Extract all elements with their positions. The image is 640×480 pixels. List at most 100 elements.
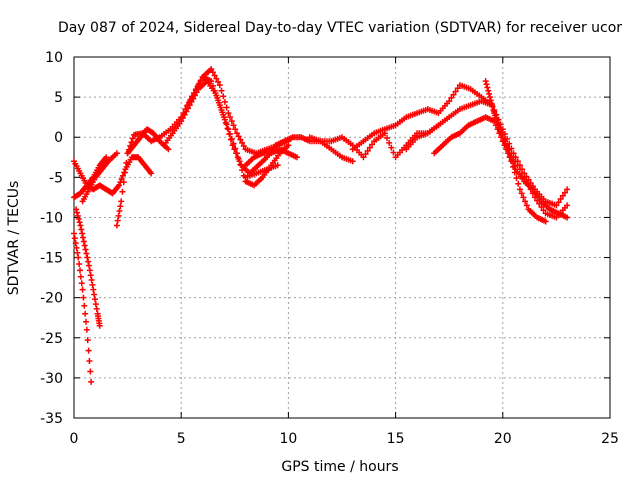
data-point — [225, 126, 232, 133]
data-point — [184, 102, 191, 109]
data-point — [194, 83, 201, 90]
data-point — [501, 137, 508, 144]
data-point — [486, 90, 493, 97]
data-point — [93, 305, 100, 312]
data-point — [484, 84, 491, 91]
data-point — [117, 203, 124, 210]
x-axis-label: GPS time / hours — [281, 459, 398, 475]
data-point — [185, 99, 192, 106]
series-track-n — [349, 82, 571, 209]
data-point — [223, 121, 230, 128]
data-point — [227, 114, 234, 121]
y-tick-label: 10 — [45, 50, 63, 66]
data-marks — [71, 66, 571, 385]
data-point — [90, 286, 97, 293]
data-point — [81, 302, 88, 309]
data-point — [79, 230, 86, 237]
data-point — [520, 194, 527, 201]
data-point — [83, 318, 90, 325]
data-point — [488, 100, 495, 107]
data-point — [228, 135, 235, 142]
data-point — [114, 217, 121, 224]
data-point — [77, 222, 84, 229]
y-tick-label: -35 — [40, 411, 63, 427]
series-track-k — [242, 162, 281, 181]
x-tick-label: 0 — [70, 431, 79, 447]
data-point — [515, 180, 522, 187]
data-point — [483, 81, 490, 88]
data-point — [80, 234, 87, 241]
data-point — [216, 82, 223, 89]
data-point — [71, 235, 78, 242]
x-tick-label: 25 — [601, 431, 619, 447]
data-point — [489, 103, 496, 110]
data-point — [553, 202, 560, 209]
data-point — [510, 159, 517, 166]
data-point — [274, 162, 281, 169]
data-point — [87, 272, 94, 279]
data-point — [77, 267, 84, 274]
data-point — [119, 172, 126, 179]
data-point — [369, 141, 376, 148]
data-point — [564, 186, 571, 193]
data-point — [384, 135, 391, 142]
data-point — [349, 158, 356, 165]
series-track-c — [73, 206, 103, 329]
data-point — [215, 97, 222, 104]
data-point — [360, 154, 367, 161]
data-point — [564, 202, 571, 209]
data-point — [221, 116, 228, 123]
data-point — [81, 242, 88, 249]
data-point — [148, 170, 155, 177]
data-point — [85, 258, 92, 265]
data-point — [227, 131, 234, 138]
series-track-a — [71, 154, 155, 197]
data-point — [213, 75, 220, 82]
data-point — [293, 154, 300, 161]
data-point — [486, 94, 493, 101]
data-point — [542, 218, 549, 225]
data-point — [364, 147, 371, 154]
data-point — [86, 358, 93, 365]
y-tick-label: -5 — [49, 170, 63, 186]
axis-ticks: 0 5 10 15 20 25 10 5 0 -5 -10 -15 -20 -25 -30 -35 — [40, 50, 619, 447]
data-point — [448, 94, 455, 101]
data-point — [240, 143, 247, 150]
data-point — [211, 72, 218, 79]
data-point — [113, 150, 120, 157]
data-point — [113, 222, 120, 229]
data-point — [73, 206, 80, 213]
data-point — [235, 155, 242, 162]
data-point — [75, 254, 82, 261]
data-point — [115, 212, 122, 219]
data-point — [227, 136, 234, 143]
data-point — [502, 140, 509, 147]
data-point — [485, 87, 492, 94]
data-point — [116, 182, 123, 189]
data-point — [559, 192, 566, 199]
data-point — [71, 230, 77, 237]
data-point — [511, 163, 518, 170]
data-point — [122, 169, 129, 176]
data-point — [197, 77, 204, 84]
data-point — [499, 134, 506, 141]
y-tick-label: -20 — [40, 291, 63, 307]
data-point — [538, 204, 545, 211]
data-point — [522, 198, 529, 205]
data-point — [187, 96, 194, 103]
data-point — [74, 249, 81, 256]
data-point — [120, 179, 127, 186]
data-point — [506, 150, 513, 157]
data-point — [516, 186, 523, 193]
data-point — [518, 190, 525, 197]
data-point — [192, 86, 199, 93]
data-point — [233, 130, 240, 137]
data-point — [78, 226, 85, 233]
data-point — [83, 326, 90, 333]
data-point — [508, 156, 515, 163]
data-point — [189, 93, 196, 100]
data-point — [91, 291, 98, 298]
series-track-i — [124, 126, 172, 157]
chart-title: Day 087 of 2024, Sidereal Day-to-day VTE… — [58, 20, 622, 36]
